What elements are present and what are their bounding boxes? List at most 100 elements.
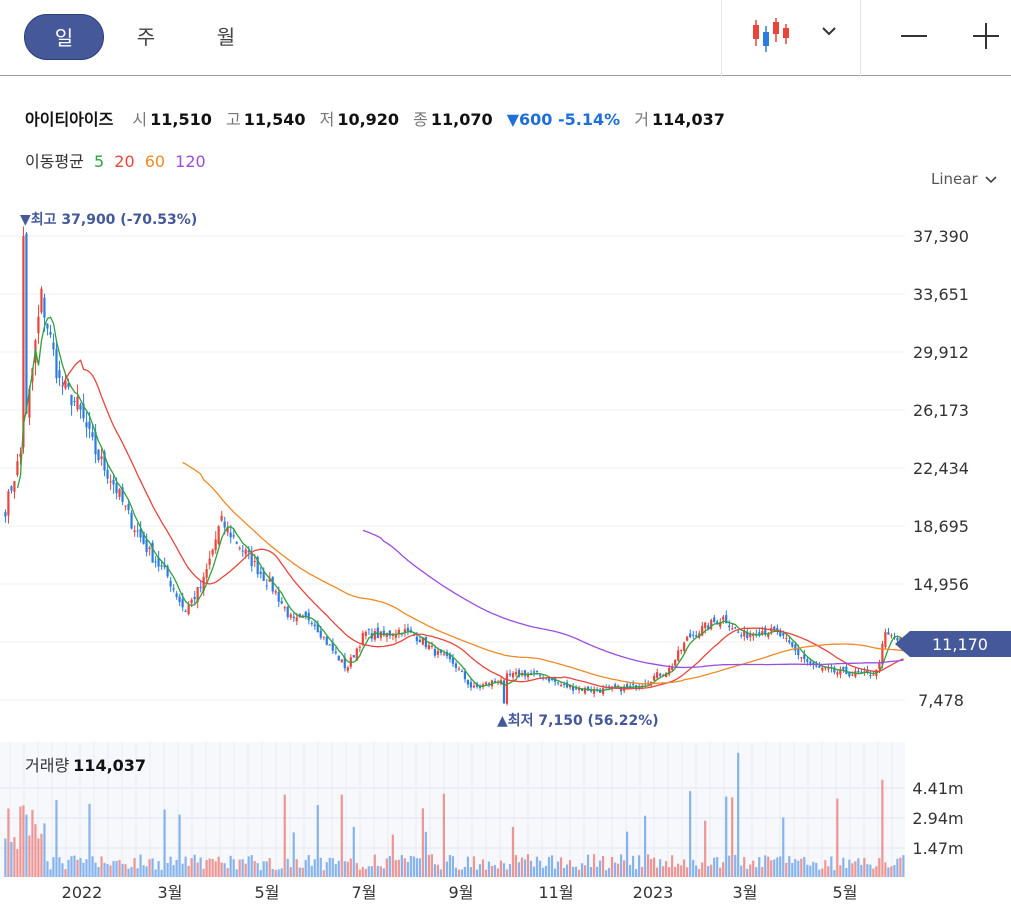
x-tick-label: 5월: [833, 883, 858, 902]
volume-bar: [586, 854, 590, 877]
volume-bar: [526, 854, 530, 877]
candle-body: [803, 654, 806, 660]
candle-body: [607, 686, 611, 688]
volume-bar: [481, 859, 485, 877]
candle-body: [514, 672, 518, 675]
volume-bar: [217, 856, 220, 877]
volume-bar: [319, 857, 322, 877]
scale-selector[interactable]: Linear: [931, 170, 998, 188]
candle-body: [493, 680, 497, 682]
volume-bar: [430, 854, 433, 877]
candle-body: [52, 342, 55, 350]
candle-body: [46, 323, 49, 329]
candle-body: [547, 678, 551, 682]
candle-body: [418, 639, 421, 643]
volume-bar: [773, 859, 776, 877]
candle-body: [887, 632, 890, 635]
candle-body: [779, 630, 782, 637]
candle-body: [304, 611, 307, 617]
plus-icon[interactable]: [962, 14, 1011, 60]
volume-bar: [893, 865, 896, 877]
candle-body: [680, 649, 683, 651]
candle-body: [217, 526, 220, 544]
volume-bar: [547, 857, 551, 877]
candle-body: [28, 388, 31, 418]
candle-body: [773, 626, 776, 630]
candle-body: [836, 672, 839, 675]
candle-body: [794, 644, 797, 651]
chevron-down-icon[interactable]: [818, 20, 840, 42]
volume-bar: [511, 826, 515, 877]
volume-bar: [746, 868, 749, 877]
candle-body: [854, 671, 857, 677]
volume-bar: [184, 856, 187, 877]
tab-month[interactable]: 월: [216, 25, 236, 49]
candle-body: [806, 659, 809, 662]
volume-bar: [487, 861, 491, 877]
candle-body: [10, 486, 13, 491]
candle-body: [139, 528, 142, 538]
candle-body: [238, 547, 241, 549]
volume-bar: [544, 865, 548, 877]
candle-body: [580, 688, 584, 691]
candle-body: [800, 657, 803, 659]
ma-120: 120: [175, 152, 206, 171]
volume-bar: [839, 865, 842, 877]
volume-bar: [662, 866, 665, 877]
candle-body: [130, 512, 133, 529]
candle-body: [761, 631, 764, 634]
candle-body: [265, 585, 268, 587]
price-chart[interactable]: 37,390 33,651 29,912 26,173 22,434 18,695 14,9…: [0, 200, 1011, 917]
volume-bar: [103, 862, 106, 877]
candlestick-icon[interactable]: [748, 16, 792, 54]
moving-average-line: [62, 359, 904, 690]
candle-body: [133, 530, 136, 532]
tab-day[interactable]: 일: [24, 14, 104, 60]
low-value: 10,920: [337, 110, 400, 129]
candle-body: [583, 687, 587, 694]
candle-body: [487, 683, 491, 685]
volume-bar: [19, 806, 22, 877]
candle-body: [241, 550, 244, 552]
volume-bar: [124, 864, 127, 877]
volume-bar: [328, 857, 331, 877]
candle-body: [776, 628, 779, 631]
volume-bar: [695, 865, 698, 877]
volume-bar: [710, 864, 713, 877]
volume-bar: [659, 859, 662, 877]
volume-bar: [109, 865, 112, 877]
toolbar-divider: [860, 0, 861, 76]
volume-bar: [154, 869, 157, 877]
candle-body: [367, 628, 370, 630]
volume-bar: [235, 869, 238, 877]
volume-bar: [352, 826, 355, 877]
volume-bar: [872, 868, 875, 877]
candle-body: [70, 394, 73, 406]
current-price-label: 11,170: [932, 635, 988, 654]
candle-body: [73, 400, 76, 402]
tab-week[interactable]: 주: [136, 25, 156, 49]
candle-body: [4, 512, 7, 517]
volume-bar: [677, 863, 680, 877]
candle-body: [271, 576, 274, 592]
candle-body: [214, 539, 217, 551]
volume-bar: [631, 855, 635, 877]
volume-bar: [388, 856, 391, 877]
candle-body: [61, 385, 64, 387]
minus-icon[interactable]: [890, 14, 940, 60]
x-tick-label: 3월: [733, 883, 758, 902]
volume-bar: [334, 864, 337, 877]
volume-bar: [779, 856, 782, 877]
volume-bar: [812, 861, 815, 877]
candle-body: [205, 569, 208, 578]
candle-body: [592, 688, 596, 694]
candle-body: [433, 649, 436, 656]
candle-body: [559, 685, 563, 687]
candle-body: [334, 651, 337, 654]
candle-body: [142, 531, 145, 544]
candle-body: [172, 588, 175, 590]
volume-title-label: 거래량: [25, 756, 70, 775]
volume-bar: [520, 857, 524, 877]
volume-bar: [707, 866, 710, 877]
volume-bar: [376, 865, 379, 877]
